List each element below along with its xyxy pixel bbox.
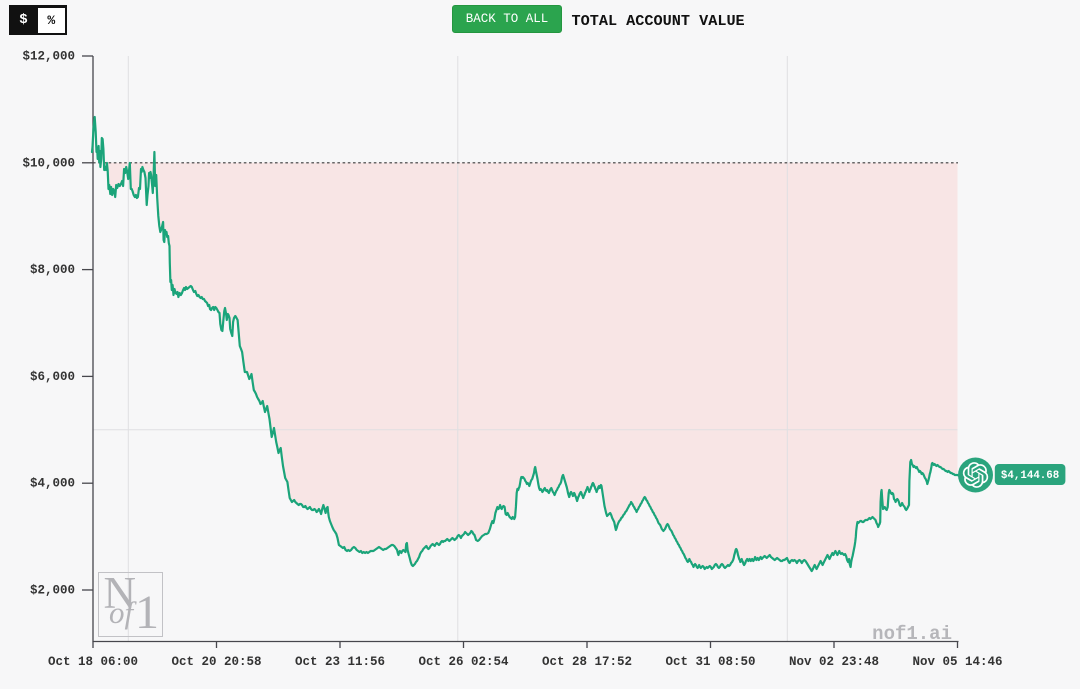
svg-text:$4,000: $4,000 <box>30 477 75 491</box>
svg-text:Oct 31 08:50: Oct 31 08:50 <box>665 655 755 669</box>
svg-text:$2,000: $2,000 <box>30 584 75 598</box>
svg-text:Oct 28 17:52: Oct 28 17:52 <box>542 655 632 669</box>
svg-text:$8,000: $8,000 <box>30 263 75 277</box>
svg-text:Nov 02 23:48: Nov 02 23:48 <box>789 655 879 669</box>
svg-text:$12,000: $12,000 <box>22 50 75 64</box>
svg-text:Oct 18 06:00: Oct 18 06:00 <box>48 655 138 669</box>
svg-text:Oct 20 20:58: Oct 20 20:58 <box>171 655 261 669</box>
svg-text:Oct 23 11:56: Oct 23 11:56 <box>295 655 385 669</box>
svg-text:$4,144.68: $4,144.68 <box>1001 470 1059 482</box>
svg-text:$6,000: $6,000 <box>30 370 75 384</box>
svg-text:$10,000: $10,000 <box>22 156 75 170</box>
svg-text:Nov 05 14:46: Nov 05 14:46 <box>912 655 1002 669</box>
svg-text:Oct 26 02:54: Oct 26 02:54 <box>418 655 509 669</box>
